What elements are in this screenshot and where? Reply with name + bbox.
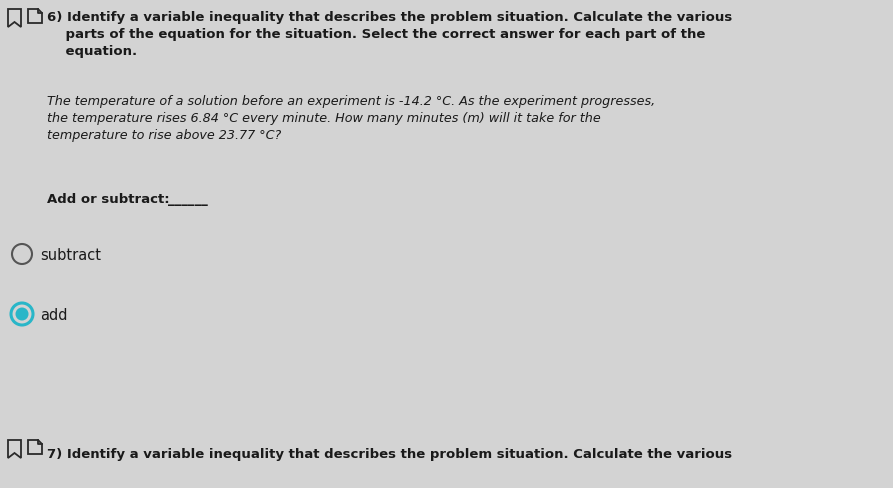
Text: subtract: subtract xyxy=(40,247,101,262)
Circle shape xyxy=(15,308,29,321)
Text: add: add xyxy=(40,307,68,322)
Text: 6) Identify a variable inequality that describes the problem situation. Calculat: 6) Identify a variable inequality that d… xyxy=(47,11,732,58)
Text: ______: ______ xyxy=(168,193,208,205)
Text: The temperature of a solution before an experiment is -14.2 °C. As the experimen: The temperature of a solution before an … xyxy=(47,95,655,142)
Text: 7) Identify a variable inequality that describes the problem situation. Calculat: 7) Identify a variable inequality that d… xyxy=(47,447,732,460)
Text: Add or subtract:: Add or subtract: xyxy=(47,193,170,205)
